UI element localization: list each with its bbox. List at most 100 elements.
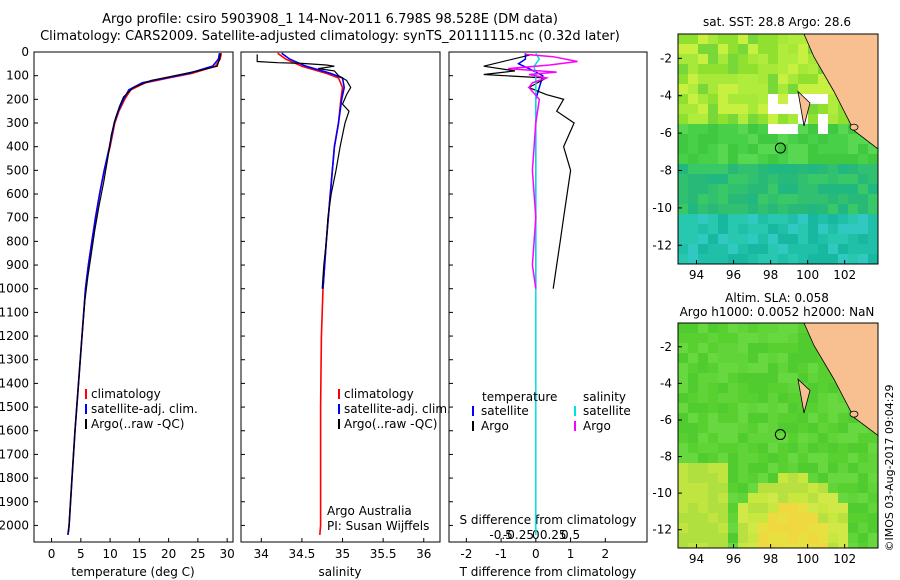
map-xtick-label: 100	[796, 552, 819, 566]
map-cell	[818, 254, 828, 264]
map-cell	[858, 224, 868, 234]
map-cell	[738, 443, 748, 453]
map-cell	[778, 224, 788, 234]
map-cell	[748, 543, 758, 548]
map-cell	[678, 493, 688, 503]
map-cell	[858, 493, 868, 503]
map-cell	[828, 443, 838, 453]
map-cell	[828, 423, 838, 433]
map-cell	[768, 194, 778, 204]
map-cell	[768, 373, 778, 383]
temp-xlabel: temperature (deg C)	[71, 565, 194, 579]
map-cell	[778, 214, 788, 224]
map-ytick-label: -4	[660, 376, 672, 390]
map-cell	[738, 174, 748, 184]
map-cell	[828, 204, 838, 214]
map-cell	[728, 244, 738, 254]
map-cell	[848, 523, 858, 533]
map-cell	[718, 513, 728, 523]
map-cell	[698, 164, 708, 174]
map-cell	[808, 433, 818, 443]
map-cell	[708, 204, 718, 214]
sla-map-subtitle: Argo h1000: 0.0052 h2000: NaN	[680, 305, 875, 319]
map-cell	[718, 473, 728, 483]
map-cell	[718, 383, 728, 393]
map-cell	[728, 373, 738, 383]
map-cell	[678, 403, 688, 413]
map-cell	[818, 503, 828, 513]
map-cell	[748, 124, 758, 134]
diff-xlabel: T difference from climatology	[459, 565, 637, 579]
map-cell	[848, 134, 858, 144]
temp-ytick-label: 1500	[0, 400, 29, 414]
map-cell	[798, 323, 808, 333]
map-cell	[808, 493, 818, 503]
map-cell	[738, 453, 748, 463]
map-cell	[708, 443, 718, 453]
map-cell	[798, 64, 808, 74]
map-cell	[808, 144, 818, 154]
map-cell	[788, 104, 798, 114]
map-cell	[778, 204, 788, 214]
map-cell	[708, 373, 718, 383]
map-cell	[868, 523, 878, 533]
map-cell	[748, 493, 758, 503]
map-cell	[698, 104, 708, 114]
map-cell	[728, 144, 738, 154]
map-cell	[728, 523, 738, 533]
map-cell	[688, 244, 698, 254]
map-xtick-label: 96	[726, 268, 741, 282]
map-cell	[818, 403, 828, 413]
map-cell	[868, 483, 878, 493]
map-cell	[728, 353, 738, 363]
map-cell	[848, 443, 858, 453]
map-cell	[688, 333, 698, 343]
map-cell	[728, 413, 738, 423]
map-cell	[698, 453, 708, 463]
temp-xtick-label: 25	[190, 547, 205, 561]
map-cell	[698, 413, 708, 423]
map-cell	[788, 533, 798, 543]
map-cell	[718, 254, 728, 264]
map-cell	[698, 154, 708, 164]
map-cell	[818, 473, 828, 483]
map-cell	[678, 64, 688, 74]
map-cell	[788, 144, 798, 154]
map-cell	[728, 224, 738, 234]
map-cell	[808, 393, 818, 403]
land-island	[797, 90, 811, 127]
map-cell	[808, 164, 818, 174]
map-cell	[778, 423, 788, 433]
map-cell	[678, 74, 688, 84]
map-cell	[678, 323, 688, 333]
map-cell	[788, 234, 798, 244]
map-cell	[858, 543, 868, 548]
map-cell	[818, 134, 828, 144]
map-cell	[758, 403, 768, 413]
map-cell	[798, 224, 808, 234]
map-cell	[698, 234, 708, 244]
salinity-panel-frame	[240, 51, 441, 543]
map-cell	[708, 483, 718, 493]
map-cell	[798, 164, 808, 174]
map-cell	[678, 184, 688, 194]
map-cell	[828, 114, 838, 124]
map-cell	[848, 483, 858, 493]
map-cell	[688, 363, 698, 373]
map-cell	[848, 463, 858, 473]
map-cell	[738, 224, 748, 234]
map-cell	[838, 114, 848, 124]
map-cell	[838, 164, 848, 174]
map-cell	[698, 383, 708, 393]
map-cell	[708, 194, 718, 204]
map-cell	[788, 453, 798, 463]
map-cell	[678, 503, 688, 513]
map-cell	[768, 34, 778, 44]
map-cell	[688, 144, 698, 154]
map-cell	[678, 533, 688, 543]
map-cell	[788, 473, 798, 483]
map-cell	[838, 533, 848, 543]
map-cell	[688, 204, 698, 214]
map-cell	[788, 413, 798, 423]
map-cell	[678, 154, 688, 164]
